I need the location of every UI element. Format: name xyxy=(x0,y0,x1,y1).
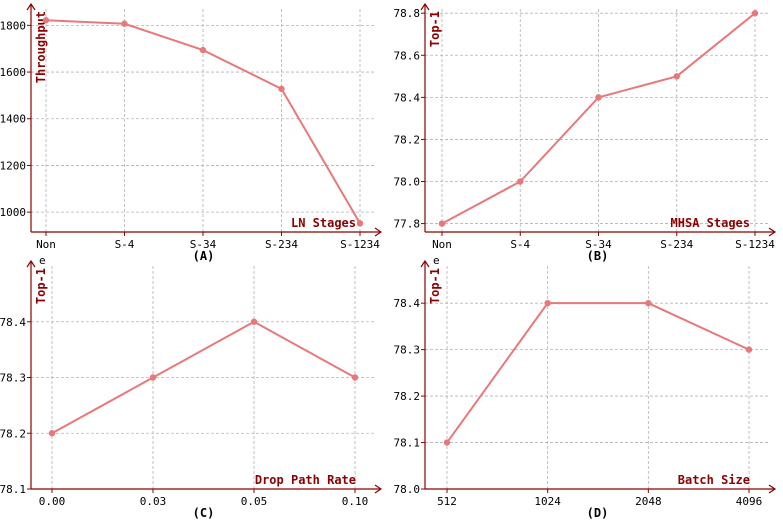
chart-a-point-4 xyxy=(356,220,364,227)
chart-d-point-3 xyxy=(745,346,753,353)
chart-d-y-arrow xyxy=(420,259,430,268)
chart-d-ytick-label-2: 78.2 xyxy=(394,390,421,403)
chart-d-caption: (D) xyxy=(587,506,609,520)
chart-d-offset-text: e xyxy=(433,254,440,267)
chart-b-x-arrow xyxy=(768,227,777,237)
chart-a-ytick-label-0: 1000 xyxy=(0,206,26,219)
chart-b-ylabel: Top-1 xyxy=(428,11,442,47)
chart-b-ytick-label-5: 78.8 xyxy=(394,7,421,20)
chart-b-xtick-label-0: Non xyxy=(432,238,452,251)
chart-a-ylabel: Throughput xyxy=(34,11,48,83)
chart-c-point-1 xyxy=(149,374,157,381)
chart-c-ylabel: Top-1 xyxy=(34,268,48,304)
chart-d-x-arrow xyxy=(768,484,777,494)
chart-c-x-arrow xyxy=(374,484,383,494)
chart-c-ytick-label-1: 78.2 xyxy=(0,427,26,440)
chart-d-point-0 xyxy=(443,439,451,446)
chart-d-xtick-label-1: 1024 xyxy=(534,495,561,508)
chart-a-point-2 xyxy=(199,46,207,54)
chart-d-point-2 xyxy=(645,299,652,307)
chart-b-ytick-label-4: 78.6 xyxy=(394,49,421,62)
chart-c-ytick-label-2: 78.3 xyxy=(0,372,26,385)
chart-b-ytick-label-2: 78.2 xyxy=(394,133,421,146)
chart-c-xlabel: Drop Path Rate xyxy=(255,473,356,487)
chart-d-ytick-label-0: 78.0 xyxy=(394,483,421,496)
chart-d-series-line xyxy=(446,302,750,444)
chart-b-point-3 xyxy=(673,73,680,80)
chart-c-y-arrow xyxy=(26,259,36,268)
chart-c-series-line xyxy=(51,320,356,435)
chart-a-caption: (A) xyxy=(193,249,215,263)
chart-a-xtick-label-4: S-1234 xyxy=(340,238,380,251)
chart-a-xtick-label-0: Non xyxy=(36,238,56,251)
chart-c-xtick-label-2: 0.05 xyxy=(241,495,268,508)
chart-a-xtick-label-1: S-4 xyxy=(115,238,135,251)
chart-c-caption: (C) xyxy=(193,506,215,520)
chart-a-ytick-label-4: 1800 xyxy=(0,19,26,32)
chart-a-x-arrow xyxy=(374,227,383,237)
chart-a-ytick-label-2: 1400 xyxy=(0,113,26,126)
chart-b-point-1 xyxy=(517,178,524,185)
chart-c-xtick-label-0: 0.00 xyxy=(39,495,66,508)
chart-b-point-2 xyxy=(595,94,602,101)
chart-d-xlabel: Batch Size xyxy=(678,473,750,487)
chart-d: 78.0 78.1 78.2 78.3 78.4 512 1024 2048 4096 eTop-… xyxy=(394,254,777,520)
chart-a-y-arrow xyxy=(26,2,36,11)
chart-d-ytick-label-3: 78.3 xyxy=(394,344,421,357)
chart-c-offset-text: e xyxy=(39,254,46,267)
chart-b-xtick-label-1: S-4 xyxy=(510,238,530,251)
chart-c-ytick-label-0: 78.1 xyxy=(0,483,26,496)
chart-a-ytick-label-3: 1600 xyxy=(0,66,26,79)
chart-b-caption: (B) xyxy=(587,249,609,263)
chart-a-point-3 xyxy=(278,85,285,93)
chart-a-xtick-label-2: S-34 xyxy=(190,238,217,251)
chart-d-ytick-label-1: 78.1 xyxy=(394,437,421,450)
chart-b-ytick-label-1: 78.0 xyxy=(394,176,421,189)
chart-b-xlabel: MHSA Stages xyxy=(671,216,750,230)
chart-a-xlabel: LN Stages xyxy=(291,216,356,230)
chart-b-xtick-label-4: S-1234 xyxy=(735,238,775,251)
chart-c-point-0 xyxy=(48,430,56,437)
chart-d-ylabel: Top-1 xyxy=(428,268,442,304)
chart-c-ytick-label-3: 78.4 xyxy=(0,316,26,329)
chart-a: 1000 1200 1400 1600 1800 Non S-4 S-34 S-234 S-123… xyxy=(0,2,383,263)
chart-c-point-2 xyxy=(250,318,258,325)
chart-b-xtick-label-2: S-34 xyxy=(585,238,612,251)
chart-b-y-arrow xyxy=(420,2,430,11)
chart-c-xtick-label-3: 0.10 xyxy=(342,495,369,508)
chart-b-xtick-label-3: S-234 xyxy=(660,238,693,251)
chart-d-xtick-label-2: 2048 xyxy=(635,495,662,508)
chart-d-xtick-label-0: 512 xyxy=(437,495,457,508)
chart-a-point-1 xyxy=(121,20,128,27)
chart-c-xtick-label-1: 0.03 xyxy=(140,495,167,508)
chart-a-point-0 xyxy=(42,17,50,24)
chart-b-point-0 xyxy=(438,220,446,227)
chart-d-ytick-label-4: 78.4 xyxy=(394,297,421,310)
chart-b-point-4 xyxy=(751,10,759,17)
chart-d-xtick-label-3: 4096 xyxy=(736,495,763,508)
chart-d-point-1 xyxy=(544,299,551,307)
chart-c-point-3 xyxy=(351,374,359,381)
chart-a-ytick-label-1: 1200 xyxy=(0,159,26,172)
chart-b: 77.8 78.0 78.2 78.4 78.6 78.8 Non S-4 S-34 S-234 S… xyxy=(394,2,777,263)
chart-b-ytick-label-0: 77.8 xyxy=(394,218,421,231)
chart-a-xtick-label-3: S-234 xyxy=(265,238,298,251)
chart-b-ytick-label-3: 78.4 xyxy=(394,91,421,104)
